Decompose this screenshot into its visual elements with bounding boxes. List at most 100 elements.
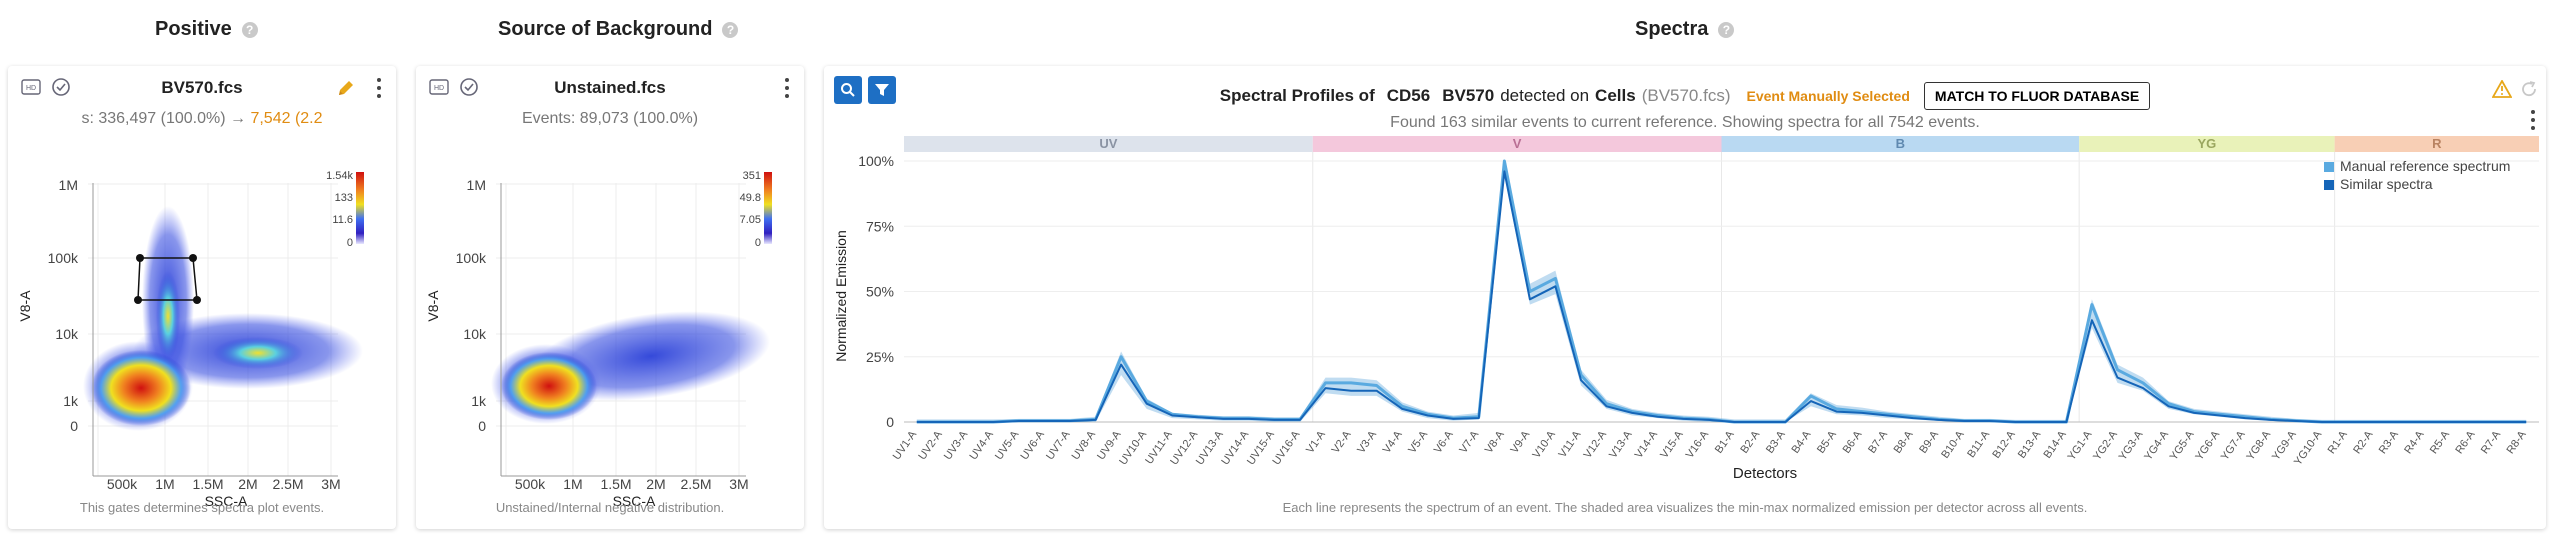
x-tick-label: 500k — [515, 476, 546, 492]
colorbar-label: 0 — [755, 237, 761, 249]
x-tick-label: YG2-A — [2091, 428, 2120, 462]
svg-text:HD: HD — [434, 85, 444, 92]
pencil-icon[interactable] — [336, 78, 356, 103]
x-tick-label: UV3-A — [942, 428, 971, 462]
x-tick-label: YG6-A — [2193, 428, 2222, 462]
warning-icon[interactable] — [2491, 79, 2513, 103]
spectra-marker: CD56 — [1386, 86, 1431, 105]
plot-toolbar: HD — [20, 76, 72, 98]
background-menu-icon[interactable] — [784, 78, 790, 98]
high-dimension-icon[interactable]: HD — [428, 76, 450, 98]
y-tick-label: 75% — [866, 218, 894, 234]
legend-label: Similar spectra — [2340, 176, 2433, 192]
selection-gate[interactable] — [134, 254, 201, 304]
x-tick-label: R3-A — [2377, 428, 2402, 456]
x-tick-label: YG10-A — [2292, 428, 2325, 467]
similar-spectrum-line[interactable] — [916, 170, 2527, 423]
positive-footer: This gates determines spectra plot event… — [79, 500, 325, 515]
y-tick-label: 25% — [866, 349, 894, 365]
legend-swatch — [2324, 180, 2334, 190]
x-tick-label: V16-A — [1684, 428, 1712, 460]
x-tick-label: V7-A — [1457, 428, 1481, 455]
colorbar-label: 351 — [743, 170, 761, 182]
positive-file-title: BV570.fcs — [161, 78, 243, 97]
y-tick-label: 100% — [858, 153, 894, 169]
y-axis-label: V8-A — [17, 290, 33, 322]
x-tick-label: B8-A — [1892, 428, 1916, 455]
x-tick-label: B1-A — [1713, 428, 1737, 455]
x-tick-label: R7-A — [2479, 428, 2504, 456]
colorbar-label: 1.54k — [326, 170, 353, 182]
positive-header: Positive ? — [155, 18, 258, 41]
x-tick-label: UV7-A — [1044, 428, 1073, 462]
spectra-footer: Each line represents the spectrum of an … — [1282, 500, 2088, 515]
background-header-label: Source of Background — [498, 18, 713, 40]
legend-label: Manual reference spectrum — [2340, 158, 2510, 174]
check-circle-icon[interactable] — [50, 76, 72, 98]
background-event-count: Events: 89,073 (100.0%) — [521, 110, 699, 127]
background-header: Source of Background ? — [498, 18, 739, 41]
svg-text:HD: HD — [26, 85, 36, 92]
y-tick-label: 100k — [456, 250, 487, 266]
positive-menu-icon[interactable] — [376, 78, 382, 98]
x-tick-label: UV2-A — [916, 428, 945, 462]
x-tick-label: V10-A — [1531, 428, 1559, 460]
x-tick-label: B11-A — [1965, 428, 1992, 460]
background-file-title: Unstained.fcs — [554, 78, 666, 97]
x-tick-label: B2-A — [1738, 428, 1762, 455]
x-tick-label: R8-A — [2504, 428, 2529, 456]
help-icon[interactable]: ? — [722, 21, 739, 38]
y-tick-label: 10k — [55, 326, 79, 342]
laser-band-r — [2334, 136, 2539, 152]
high-dimension-icon[interactable]: HD — [20, 76, 42, 98]
x-tick-label: 2.5M — [680, 476, 711, 492]
y-tick-label: 0 — [478, 418, 486, 434]
x-tick-label: UV4-A — [967, 428, 996, 462]
x-tick-label: UV8-A — [1070, 428, 1099, 462]
refresh-icon[interactable] — [2520, 80, 2538, 103]
spectra-panel: Spectral Profiles of CD56 BV570 detected… — [824, 66, 2546, 529]
laser-band-label: UV — [1099, 136, 1117, 151]
help-icon[interactable]: ? — [1718, 21, 1735, 38]
laser-bands: UV V B YG R — [904, 136, 2539, 422]
help-icon[interactable]: ? — [241, 21, 258, 38]
event-density — [83, 206, 363, 431]
positive-event-count: s: 336,497 (100.0%) → 7,542 (2.2 — [8, 110, 396, 128]
search-button[interactable] — [834, 76, 862, 104]
colorbar-label: 7.05 — [740, 214, 761, 226]
filter-button[interactable] — [868, 76, 896, 104]
colorbar-label: 0 — [347, 237, 353, 249]
y-tick-label: 0 — [70, 418, 78, 434]
y-tick-label: 10k — [463, 326, 487, 342]
laser-band-label: R — [2432, 136, 2442, 151]
x-tick-label: V9-A — [1508, 428, 1532, 455]
positive-scatter-plot[interactable]: 1M 100k 10k 1k 0 500k 1M 1.5M 2M 2.5M 3M… — [8, 66, 396, 529]
colorbar-label: 49.8 — [740, 192, 761, 204]
positive-event-count-prefix: s: 336,497 (100.0%) → — [81, 110, 251, 127]
y-axis-label: V8-A — [425, 290, 441, 322]
check-circle-icon[interactable] — [458, 76, 480, 98]
x-tick-label: V4-A — [1381, 428, 1405, 455]
x-tick-label: V1-A — [1304, 428, 1328, 455]
x-tick-label: UV16-A — [1271, 428, 1303, 467]
match-fluor-database-button[interactable]: MATCH TO FLUOR DATABASE — [1923, 82, 2151, 110]
spectra-subtitle: Found 163 similar events to current refe… — [1390, 114, 1980, 131]
y-tick-label: 1k — [471, 393, 487, 409]
laser-band-yg — [2079, 136, 2335, 152]
event-density — [491, 311, 770, 424]
x-tick-label: V11-A — [1557, 428, 1584, 460]
spectra-menu-icon[interactable] — [2530, 110, 2536, 130]
spectra-header: Spectra ? — [1635, 18, 1735, 41]
spectra-title: Spectral Profiles of CD56 BV570 detected… — [824, 82, 2546, 110]
y-tick-labels: 100% 75% 50% 25% 0 — [858, 153, 894, 430]
x-tick-label: V13-A — [1607, 428, 1635, 460]
x-tick-label: UV5-A — [993, 428, 1022, 462]
x-tick-label: V15-A — [1658, 428, 1686, 460]
y-tick-label: 100k — [48, 250, 79, 266]
x-tick-label: V6-A — [1432, 428, 1456, 455]
x-tick-label: UV1-A — [891, 428, 920, 462]
x-tick-label: V8-A — [1483, 428, 1507, 455]
background-scatter-plot[interactable]: 1M 100k 10k 1k 0 500k 1M 1.5M 2M 2.5M 3M… — [416, 66, 804, 529]
spectra-chart[interactable]: UV V B YG R 100%75%50%25%0 UV1-AUV2-AUV3-AUV… — [824, 66, 2546, 529]
density-colorbar: 1.54k 133 11.6 0 — [326, 170, 364, 249]
